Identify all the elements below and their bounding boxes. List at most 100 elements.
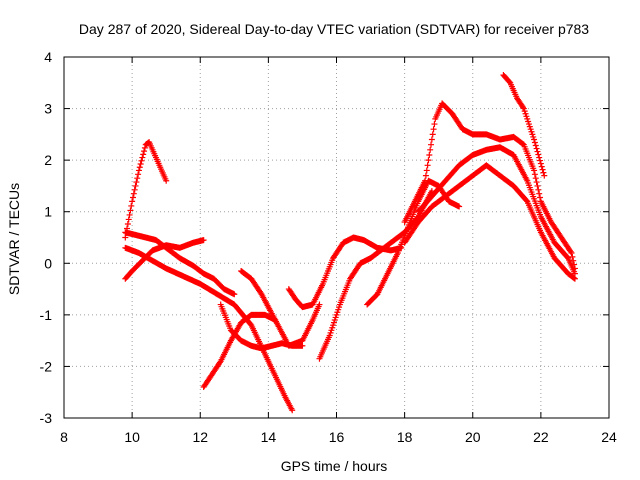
data-point [422,172,429,179]
data-point [299,342,306,349]
data-point [141,148,148,155]
data-point [571,275,578,282]
data-point [200,237,207,244]
data-point [534,182,541,189]
data-point [567,248,574,255]
data-point [163,177,170,184]
data-point [129,194,136,201]
data-point [540,169,547,176]
x-axis-label: GPS time / hours [281,458,388,474]
data-point [456,203,463,210]
data-point [216,359,223,366]
data-point [138,157,145,164]
series-track-7 [238,268,323,349]
data-point [531,171,538,178]
y-tick-label: 1 [44,204,52,220]
data-point [428,141,435,148]
data-point [427,146,434,153]
data-point [128,202,135,209]
series-track-12 [415,144,578,277]
x-tick-label: 14 [261,429,277,445]
data-point [536,154,543,161]
data-point [132,182,139,189]
data-point [537,160,544,167]
x-tick-label: 12 [192,429,208,445]
chart-title: Day 287 of 2020, Sidereal Day-to-day VTE… [79,21,589,37]
y-tick-label: 4 [44,49,52,65]
data-point [568,249,575,256]
data-point [424,162,431,169]
data-point [133,179,140,186]
data-point [231,291,238,298]
y-tick-label: 2 [44,152,52,168]
data-point [137,161,144,168]
data-point [131,186,138,193]
data-point [570,257,577,264]
series-track-9 [316,188,435,362]
data-points [122,72,578,414]
data-point [430,126,437,133]
data-point [423,167,430,174]
data-point [531,139,538,146]
data-point [569,253,576,260]
data-point [532,142,539,149]
x-tick-label: 18 [397,429,413,445]
y-tick-label: 0 [44,255,52,271]
data-point [571,270,578,277]
y-tick-label: 3 [44,101,52,117]
data-point [532,175,539,182]
data-point [135,171,142,178]
data-point [533,179,540,186]
data-point [531,167,538,174]
data-point [422,177,429,184]
data-point [141,144,148,151]
data-point [124,220,131,227]
data-point [535,186,542,193]
data-point [534,148,541,155]
data-point [425,157,432,164]
data-point [136,164,143,171]
data-point [122,234,129,241]
x-tick-label: 24 [601,429,617,445]
data-point [538,163,545,170]
y-tick-label: -2 [40,358,53,374]
data-point [428,136,435,143]
data-point [139,154,146,161]
data-point [531,136,538,143]
data-point [429,131,436,138]
y-tick-label: -1 [40,307,53,323]
grid-lines [64,57,609,418]
data-point [537,194,544,201]
data-point [536,190,543,197]
data-point [541,172,548,179]
data-point [135,167,142,174]
y-axis-label: SDTVAR / TECUs [6,183,22,295]
data-point [431,121,438,128]
data-point [316,301,323,308]
data-point [125,216,132,223]
data-point [130,190,137,197]
x-tick-label: 8 [60,429,68,445]
series-track-4 [122,244,296,414]
data-point [535,151,542,158]
series-track-14 [500,72,548,179]
data-point [140,151,147,158]
data-point [127,207,134,214]
series-track-13 [401,162,578,282]
x-tick-label: 20 [465,429,481,445]
data-point [533,145,540,152]
data-point [289,407,296,414]
x-tick-label: 16 [329,429,345,445]
data-point [129,198,136,205]
data-point [571,275,578,282]
data-point [539,166,546,173]
data-point [134,175,141,182]
data-point [537,157,544,164]
x-tick-label: 10 [124,429,140,445]
x-tick-label: 22 [533,429,549,445]
data-point [426,151,433,158]
series-track-1 [122,139,170,241]
